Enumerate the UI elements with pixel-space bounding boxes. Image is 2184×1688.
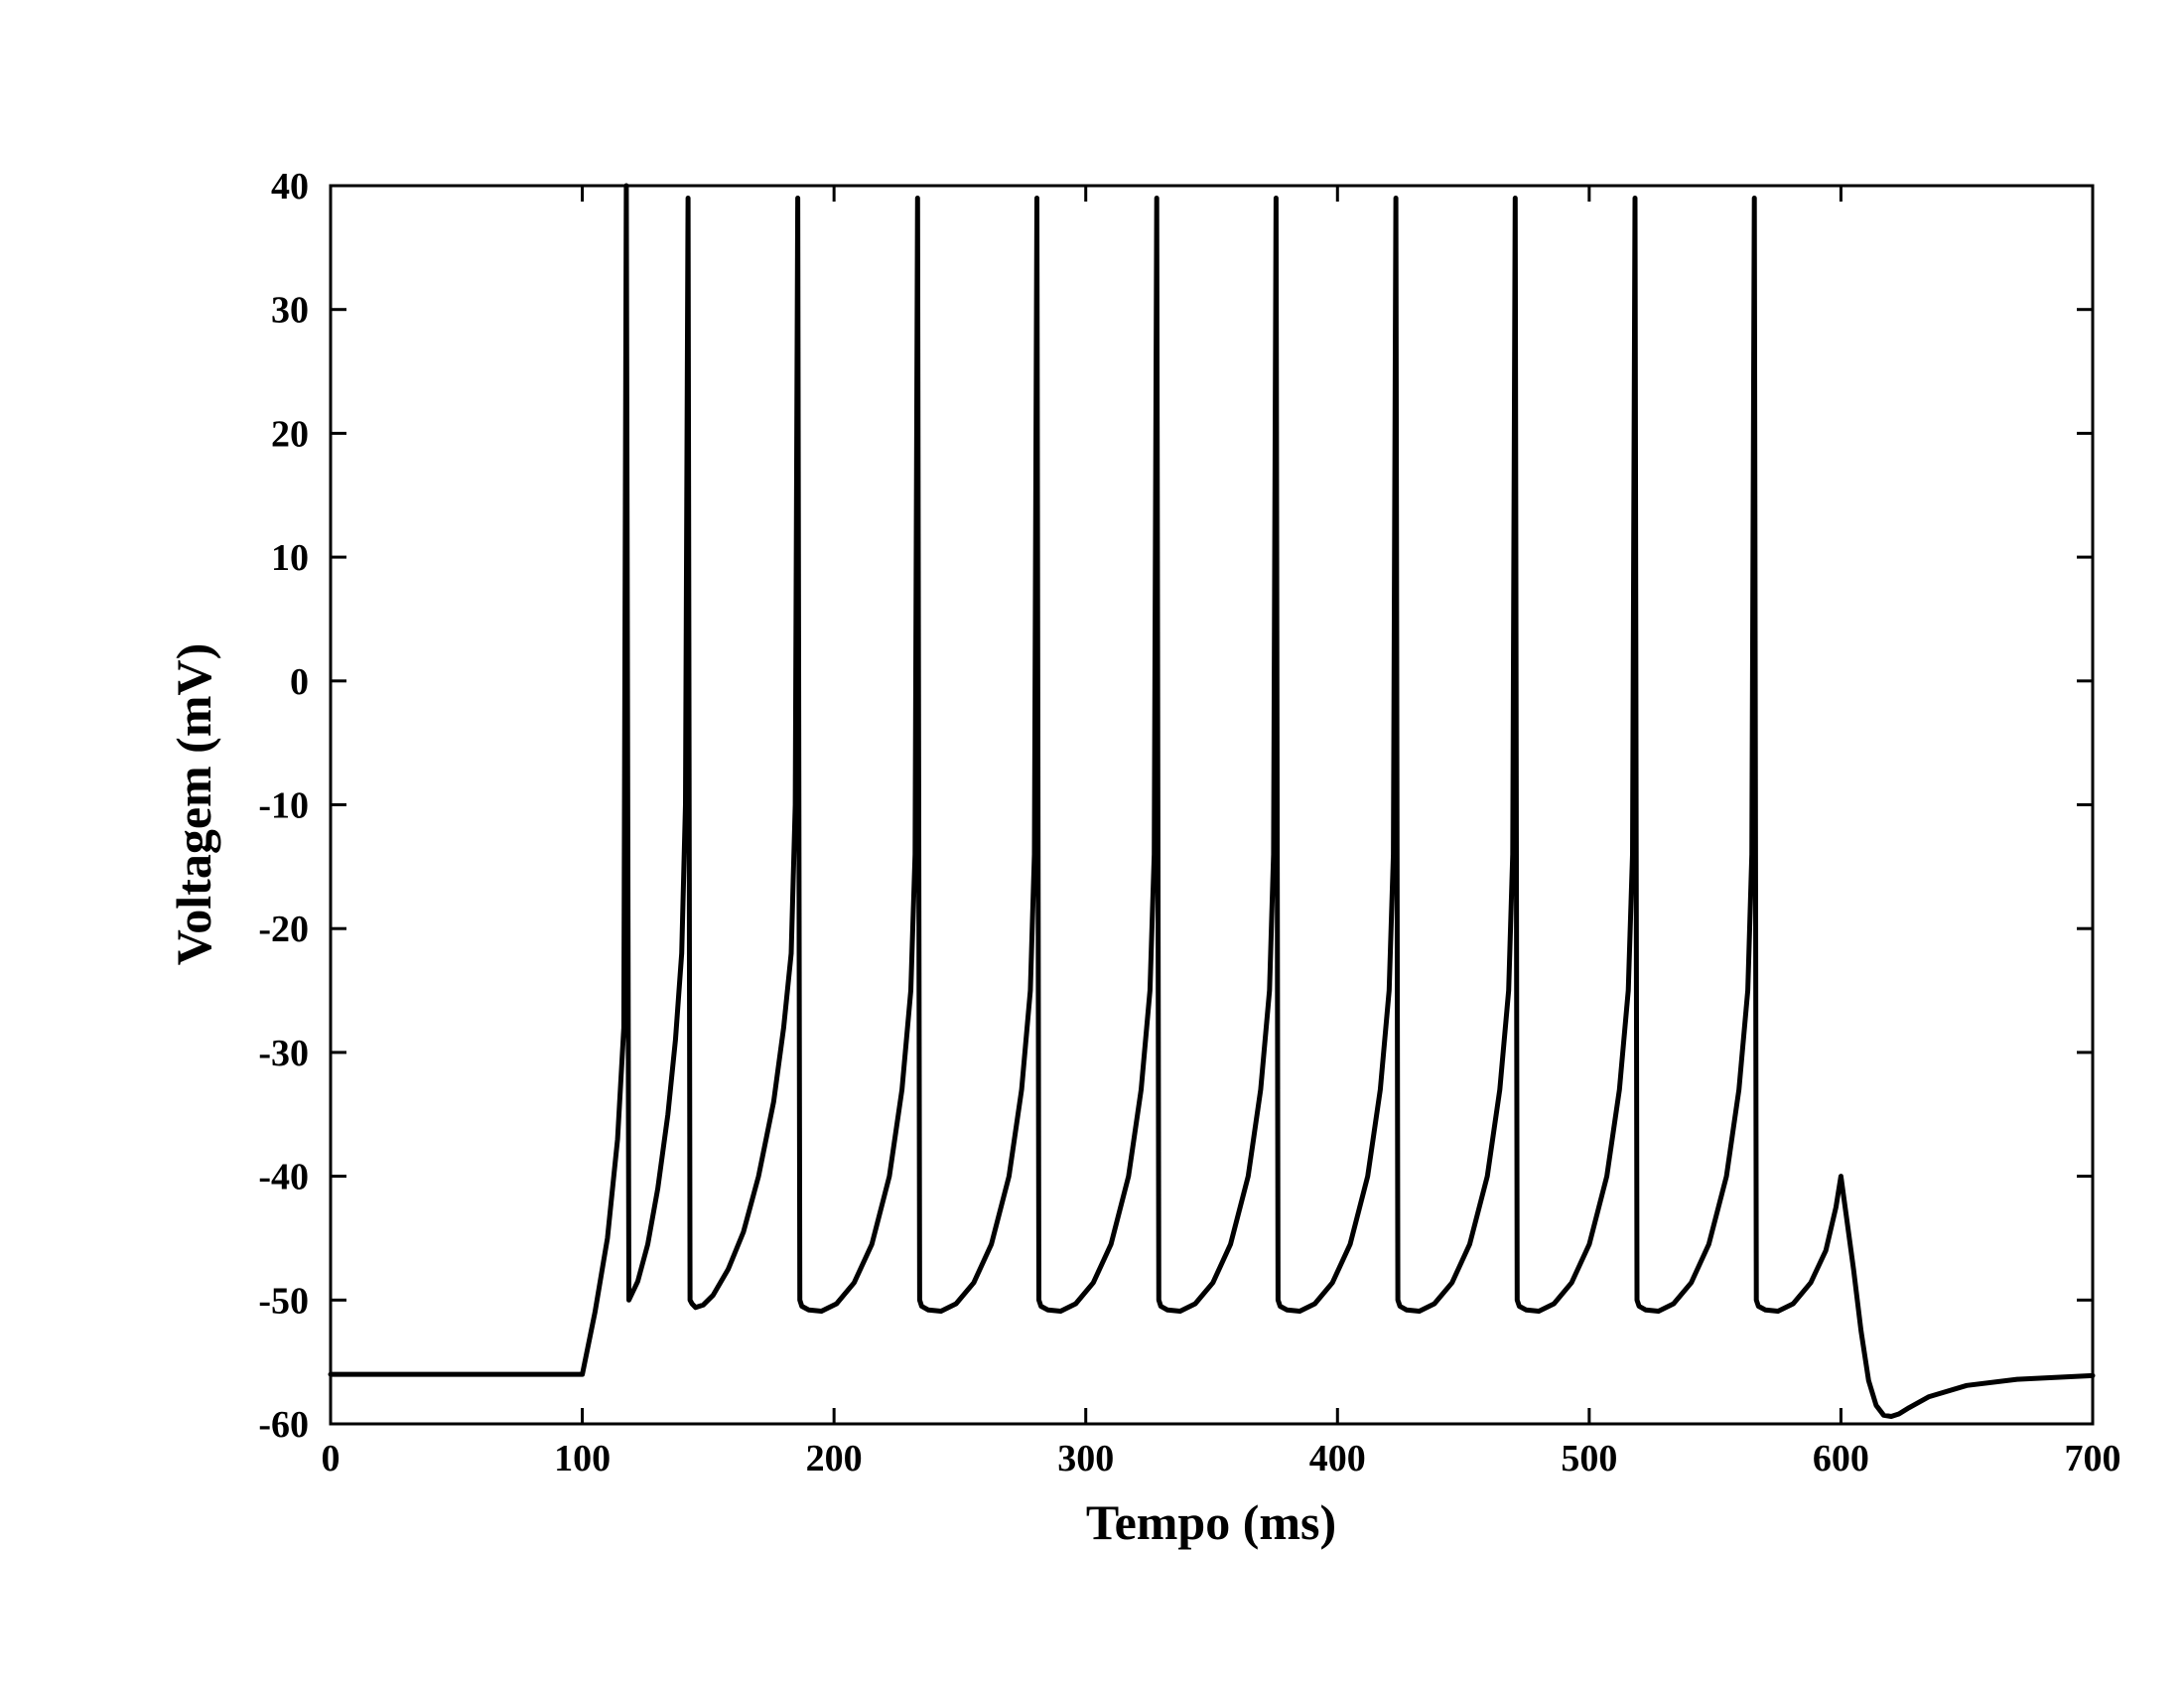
axis-ticks <box>329 184 2095 1426</box>
voltage-trace-line <box>328 183 2096 1419</box>
x-tick-label: 200 <box>806 1438 863 1479</box>
y-tick-label: 30 <box>271 290 309 332</box>
y-tick-label: -20 <box>258 909 309 950</box>
x-tick-label: 600 <box>1813 1438 1869 1479</box>
y-tick-label: 0 <box>290 661 309 703</box>
y-tick-labels: -60 -50 -40 -30 -20 -10 0 10 20 30 40 <box>258 166 309 1446</box>
y-tick-label: -60 <box>258 1404 309 1446</box>
x-tick-labels: 0 100 200 300 400 500 600 700 <box>322 1438 2121 1479</box>
y-tick-label: -50 <box>258 1280 309 1322</box>
y-tick-label: 20 <box>271 413 309 455</box>
x-tick-label: 100 <box>554 1438 611 1479</box>
x-tick-label: 0 <box>322 1438 341 1479</box>
x-tick-label: 500 <box>1561 1438 1617 1479</box>
y-axis-title: Voltagem (mV) <box>166 643 221 965</box>
y-tick-label: 40 <box>271 166 309 208</box>
y-tick-label: -40 <box>258 1157 309 1198</box>
x-tick-label: 300 <box>1057 1438 1114 1479</box>
x-axis-title: Tempo (ms) <box>1086 1494 1336 1550</box>
x-tick-label: 400 <box>1309 1438 1366 1479</box>
x-tick-label: 700 <box>2065 1438 2121 1479</box>
y-tick-label: 10 <box>271 537 309 579</box>
y-tick-label: -30 <box>258 1033 309 1074</box>
y-tick-label: -10 <box>258 785 309 827</box>
